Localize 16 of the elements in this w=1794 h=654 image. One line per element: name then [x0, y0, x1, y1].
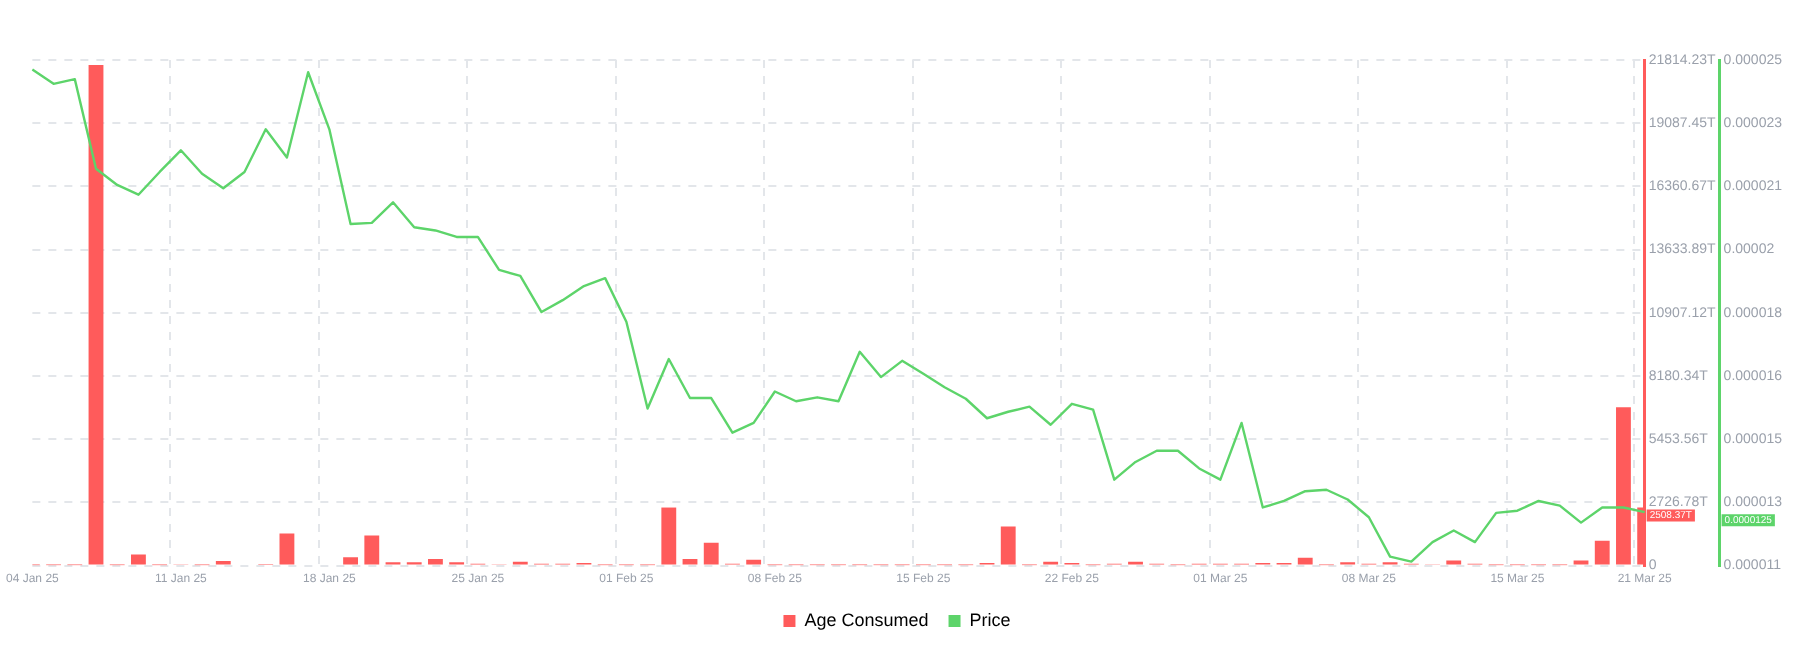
bar [1000, 526, 1016, 565]
bar [746, 559, 762, 565]
bar [661, 507, 677, 565]
bar [682, 559, 698, 565]
bar [703, 542, 719, 565]
bar [279, 533, 295, 565]
legend-label: Price [969, 609, 1011, 630]
bar [428, 559, 443, 565]
bar [364, 535, 380, 565]
bar [343, 557, 358, 565]
bar [1594, 540, 1610, 565]
bar [88, 64, 104, 565]
bar [1616, 407, 1631, 565]
bar [1297, 557, 1313, 565]
bar [131, 554, 146, 565]
legend-label: Age Consumed [804, 609, 929, 630]
